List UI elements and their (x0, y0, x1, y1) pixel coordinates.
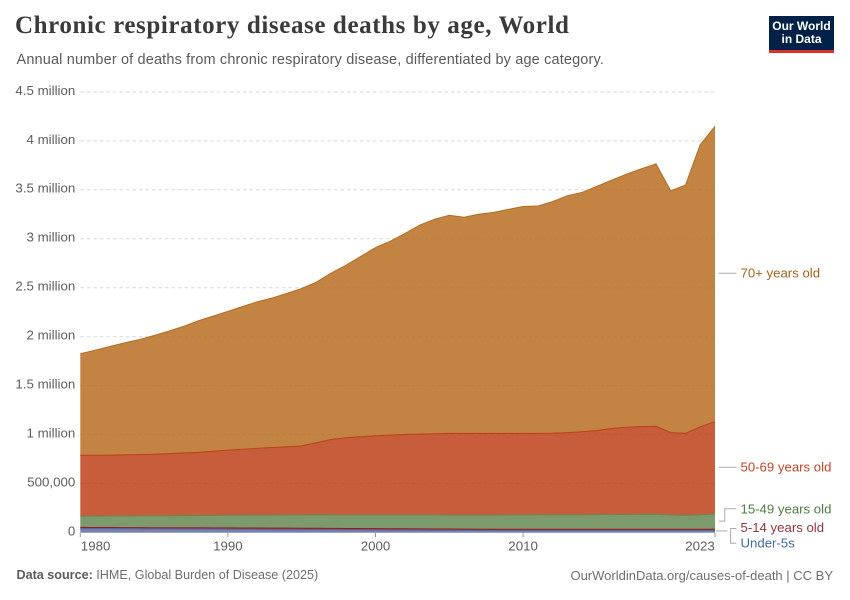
svg-text:0: 0 (68, 523, 75, 538)
svg-text:15-49 years old: 15-49 years old (741, 502, 832, 517)
svg-text:70+ years old: 70+ years old (741, 266, 821, 281)
svg-text:500,000: 500,000 (27, 474, 75, 489)
svg-text:3.5 million: 3.5 million (15, 181, 75, 196)
svg-text:50-69 years old: 50-69 years old (741, 460, 832, 475)
svg-text:2.5 million: 2.5 million (15, 279, 75, 294)
svg-text:2 million: 2 million (27, 328, 76, 343)
svg-text:4.5 million: 4.5 million (15, 83, 75, 98)
svg-text:1.5 million: 1.5 million (15, 377, 75, 392)
svg-text:5-14 years old: 5-14 years old (741, 520, 825, 535)
svg-text:1980: 1980 (81, 538, 111, 553)
svg-text:2023: 2023 (685, 538, 715, 553)
svg-text:1 million: 1 million (27, 426, 76, 441)
svg-text:1990: 1990 (213, 538, 243, 553)
svg-text:Under-5s: Under-5s (741, 535, 796, 550)
svg-text:4 million: 4 million (27, 132, 76, 147)
svg-text:2010: 2010 (508, 538, 538, 553)
svg-text:2000: 2000 (361, 538, 391, 553)
svg-text:3 million: 3 million (27, 230, 76, 245)
